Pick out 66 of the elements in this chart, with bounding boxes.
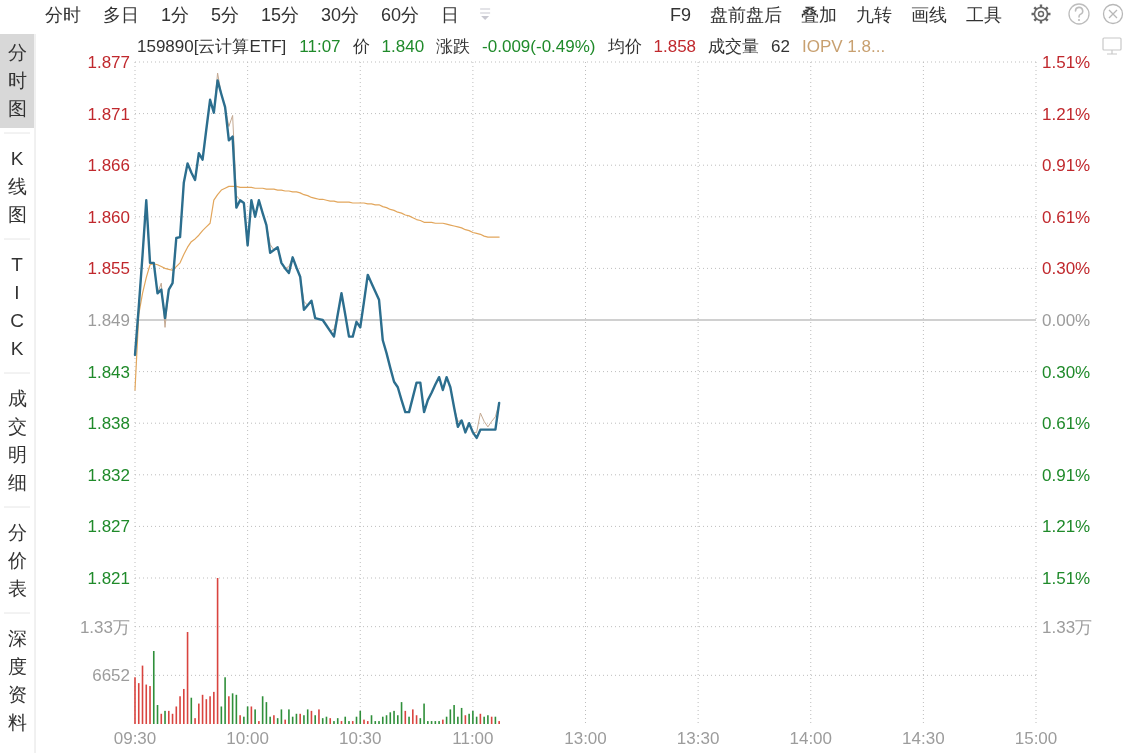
text: 5分 (211, 5, 240, 25)
y2-tick-label: 0.91% (1042, 465, 1091, 485)
text: 1.858 (653, 37, 697, 56)
text: 分时图 (7, 42, 27, 119)
text: K线图 (7, 148, 27, 225)
text: TICK (10, 254, 24, 359)
text: -0.009(-0.49%) (482, 37, 596, 56)
y2-tick-label: 0.30% (1042, 362, 1091, 382)
x-tick-label: 11:00 (452, 729, 494, 748)
y2-tick-label: 1.51% (1042, 569, 1091, 588)
y2-tick-label: 0.91% (1042, 156, 1091, 176)
x-tick-label: 14:30 (902, 729, 945, 748)
y2-tick-label: 1.21% (1042, 104, 1091, 124)
y-tick-label: 1.838 (87, 414, 130, 434)
y-tick-label: 1.866 (87, 156, 130, 176)
x-tick-label: 10:00 (226, 729, 269, 748)
x-tick-label: 14:00 (789, 729, 833, 748)
text: 工具 (966, 5, 1003, 25)
y2-tick-label: 1.21% (1042, 517, 1091, 537)
y-tick-label: 1.827 (87, 517, 130, 537)
y-tick-label: 1.821 (87, 569, 130, 588)
y-tick-label: 1.860 (87, 207, 130, 227)
text: 15分 (261, 5, 300, 25)
y-tick-label: 1.832 (87, 465, 130, 485)
text: 九转 (856, 5, 893, 25)
text: 成交明细 (7, 388, 27, 493)
y2-tick-label: 1.51% (1042, 53, 1091, 72)
text: 成交量 (708, 37, 760, 56)
text: 多日 (103, 5, 139, 25)
text: 1.840 (381, 37, 425, 56)
y-tick-label: 1.877 (87, 53, 130, 72)
line-series (134, 185, 500, 391)
y2-tick-label: 0.61% (1042, 414, 1091, 434)
text: 11:07 (299, 37, 341, 56)
text: 分时 (45, 5, 81, 25)
chart-title: 159890[云计算ETF] (137, 37, 287, 56)
text: 62 (771, 37, 790, 56)
text: 1分 (161, 5, 190, 25)
y-tick-label: 1.871 (87, 104, 130, 124)
text: 日 (441, 5, 460, 25)
text: 盘前盘后 (710, 5, 783, 25)
text: 涨跌 (436, 37, 471, 56)
y2-tick-label: 0.30% (1042, 259, 1091, 279)
y2-tick-label: 0.00% (1042, 311, 1091, 330)
text: 叠加 (801, 5, 838, 25)
y-tick-label: 1.849 (87, 311, 130, 330)
y-tick-label: 1.843 (87, 362, 130, 382)
y2-tick-label: 0.61% (1042, 207, 1091, 227)
text: 60分 (381, 5, 420, 25)
text: 1.33万 (1042, 617, 1093, 637)
text: 1.33万 (79, 617, 130, 637)
text: 画线 (911, 5, 948, 25)
x-tick-label: 15:00 (1014, 729, 1058, 748)
text: 分价表 (6, 522, 27, 599)
y-tick-label: 1.855 (87, 259, 130, 279)
x-tick-label: 10:30 (338, 729, 382, 748)
text: 均价 (606, 37, 642, 56)
x-tick-label: 13:00 (564, 729, 607, 748)
text: 深度资料 (7, 628, 27, 733)
text: IOPV 1.8... (801, 37, 886, 56)
text: 6652 (92, 666, 130, 686)
x-tick-label: 13:30 (676, 729, 720, 748)
text: 30分 (321, 5, 360, 25)
x-tick-label: 09:30 (113, 729, 157, 748)
text: 价 (351, 37, 370, 56)
text: F9 (670, 5, 692, 25)
